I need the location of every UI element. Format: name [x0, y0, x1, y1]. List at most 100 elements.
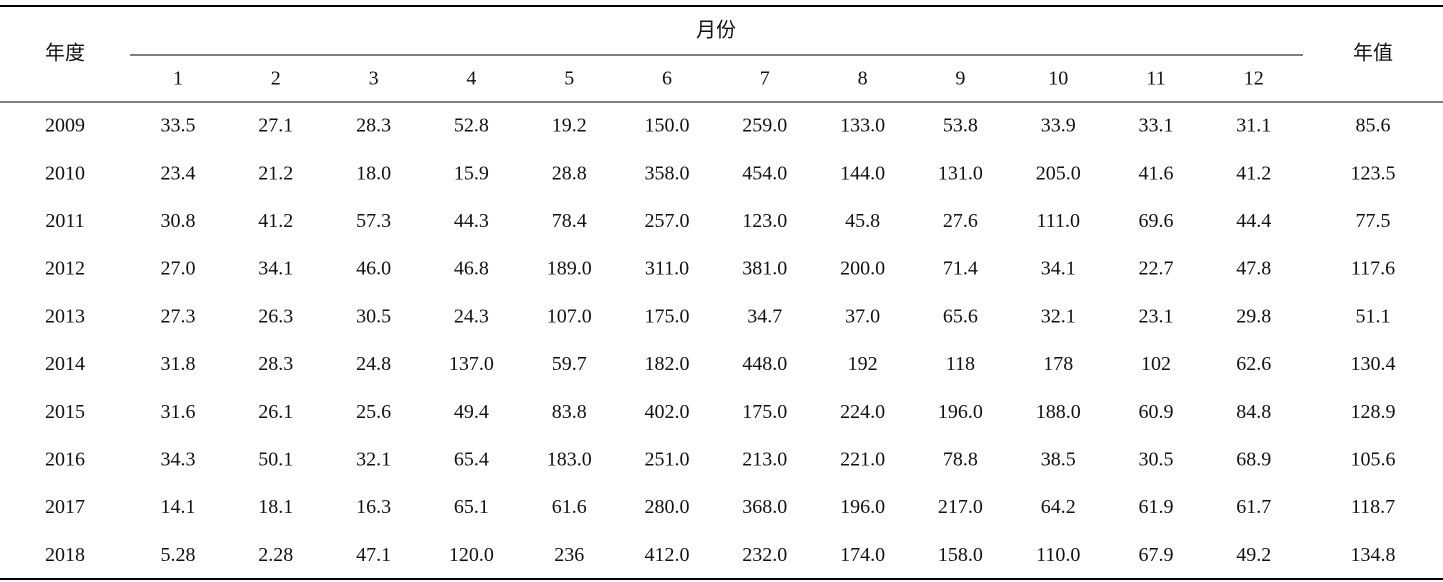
month-header: 2	[271, 68, 281, 90]
value-cell: 27.1	[258, 115, 293, 137]
value-cell: 236	[554, 544, 584, 566]
value-cell: 47.8	[1236, 258, 1271, 280]
value-cell: 178	[1043, 353, 1073, 375]
value-cell: 46.8	[454, 258, 489, 280]
value-cell: 32.1	[1041, 305, 1076, 327]
month-header: 4	[466, 68, 476, 90]
value-cell: 49.4	[454, 401, 489, 423]
value-cell: 30.5	[356, 305, 391, 327]
year-cell: 2017	[45, 496, 85, 518]
value-cell: 381.0	[742, 258, 787, 280]
value-cell: 62.6	[1236, 353, 1271, 375]
value-cell: 50.1	[258, 448, 293, 470]
value-cell: 41.6	[1139, 162, 1174, 184]
year-cell: 2012	[45, 258, 85, 280]
year-cell: 2018	[45, 544, 85, 566]
value-cell: 110.0	[1036, 544, 1080, 566]
value-cell: 232.0	[742, 544, 787, 566]
value-cell: 28.3	[356, 115, 391, 137]
value-cell: 31.8	[161, 353, 196, 375]
value-cell: 19.2	[552, 115, 587, 137]
value-cell: 68.9	[1236, 448, 1271, 470]
value-cell: 224.0	[840, 401, 885, 423]
value-cell: 18.1	[258, 496, 293, 518]
value-cell: 38.5	[1041, 448, 1076, 470]
value-cell: 257.0	[645, 210, 690, 232]
value-cell: 84.8	[1236, 401, 1271, 423]
value-cell: 192	[848, 353, 878, 375]
value-cell: 71.4	[943, 258, 978, 280]
value-cell: 16.3	[356, 496, 391, 518]
value-cell: 175.0	[645, 305, 690, 327]
value-cell: 280.0	[645, 496, 690, 518]
month-header: 6	[662, 68, 672, 90]
value-cell: 259.0	[742, 115, 787, 137]
value-cell: 65.4	[454, 448, 489, 470]
value-cell: 57.3	[356, 210, 391, 232]
value-cell: 14.1	[161, 496, 196, 518]
value-cell: 196.0	[938, 401, 983, 423]
month-header: 7	[760, 68, 770, 90]
year-cell: 2016	[45, 448, 85, 470]
value-cell: 64.2	[1041, 496, 1076, 518]
month-header: 10	[1048, 68, 1068, 90]
month-header: 12	[1244, 68, 1264, 90]
value-cell: 28.3	[258, 353, 293, 375]
value-cell: 118	[946, 353, 975, 375]
value-cell: 131.0	[938, 162, 983, 184]
value-cell: 22.7	[1139, 258, 1174, 280]
value-cell: 130.4	[1351, 353, 1396, 375]
year-cell: 2014	[45, 353, 85, 375]
value-cell: 368.0	[742, 496, 787, 518]
value-cell: 77.5	[1356, 210, 1391, 232]
value-cell: 41.2	[1236, 162, 1271, 184]
value-cell: 34.7	[747, 305, 782, 327]
value-cell: 183.0	[547, 448, 592, 470]
value-cell: 21.2	[258, 162, 293, 184]
value-cell: 24.3	[454, 305, 489, 327]
value-cell: 65.1	[454, 496, 489, 518]
value-cell: 61.7	[1236, 496, 1271, 518]
value-cell: 28.8	[552, 162, 587, 184]
month-header: 11	[1146, 68, 1165, 90]
value-cell: 85.6	[1356, 115, 1391, 137]
value-cell: 78.8	[943, 448, 978, 470]
value-cell: 111.0	[1036, 210, 1080, 232]
value-cell: 34.1	[258, 258, 293, 280]
value-cell: 213.0	[742, 448, 787, 470]
year-cell: 2013	[45, 305, 85, 327]
value-cell: 69.6	[1139, 210, 1174, 232]
value-cell: 31.6	[161, 401, 196, 423]
value-cell: 133.0	[840, 115, 885, 137]
value-cell: 23.4	[161, 162, 196, 184]
value-cell: 27.3	[161, 305, 196, 327]
value-cell: 102	[1141, 353, 1171, 375]
value-cell: 120.0	[449, 544, 494, 566]
year-cell: 2009	[45, 115, 85, 137]
value-cell: 53.8	[943, 115, 978, 137]
value-cell: 105.6	[1351, 448, 1396, 470]
value-cell: 134.8	[1351, 544, 1396, 566]
value-cell: 123.5	[1351, 162, 1396, 184]
value-cell: 117.6	[1351, 258, 1395, 280]
value-cell: 33.1	[1139, 115, 1174, 137]
month-header: 8	[858, 68, 868, 90]
value-cell: 311.0	[645, 258, 689, 280]
month-group-header: 月份	[696, 19, 736, 42]
month-header: 5	[564, 68, 574, 90]
value-cell: 41.2	[258, 210, 293, 232]
value-cell: 23.1	[1139, 305, 1174, 327]
value-cell: 123.0	[742, 210, 787, 232]
value-cell: 47.1	[356, 544, 391, 566]
value-cell: 448.0	[742, 353, 787, 375]
value-cell: 25.6	[356, 401, 391, 423]
value-cell: 144.0	[840, 162, 885, 184]
value-cell: 33.5	[161, 115, 196, 137]
month-header: 3	[369, 68, 379, 90]
value-cell: 61.9	[1139, 496, 1174, 518]
value-cell: 454.0	[742, 162, 787, 184]
value-cell: 188.0	[1036, 401, 1081, 423]
value-cell: 174.0	[840, 544, 885, 566]
